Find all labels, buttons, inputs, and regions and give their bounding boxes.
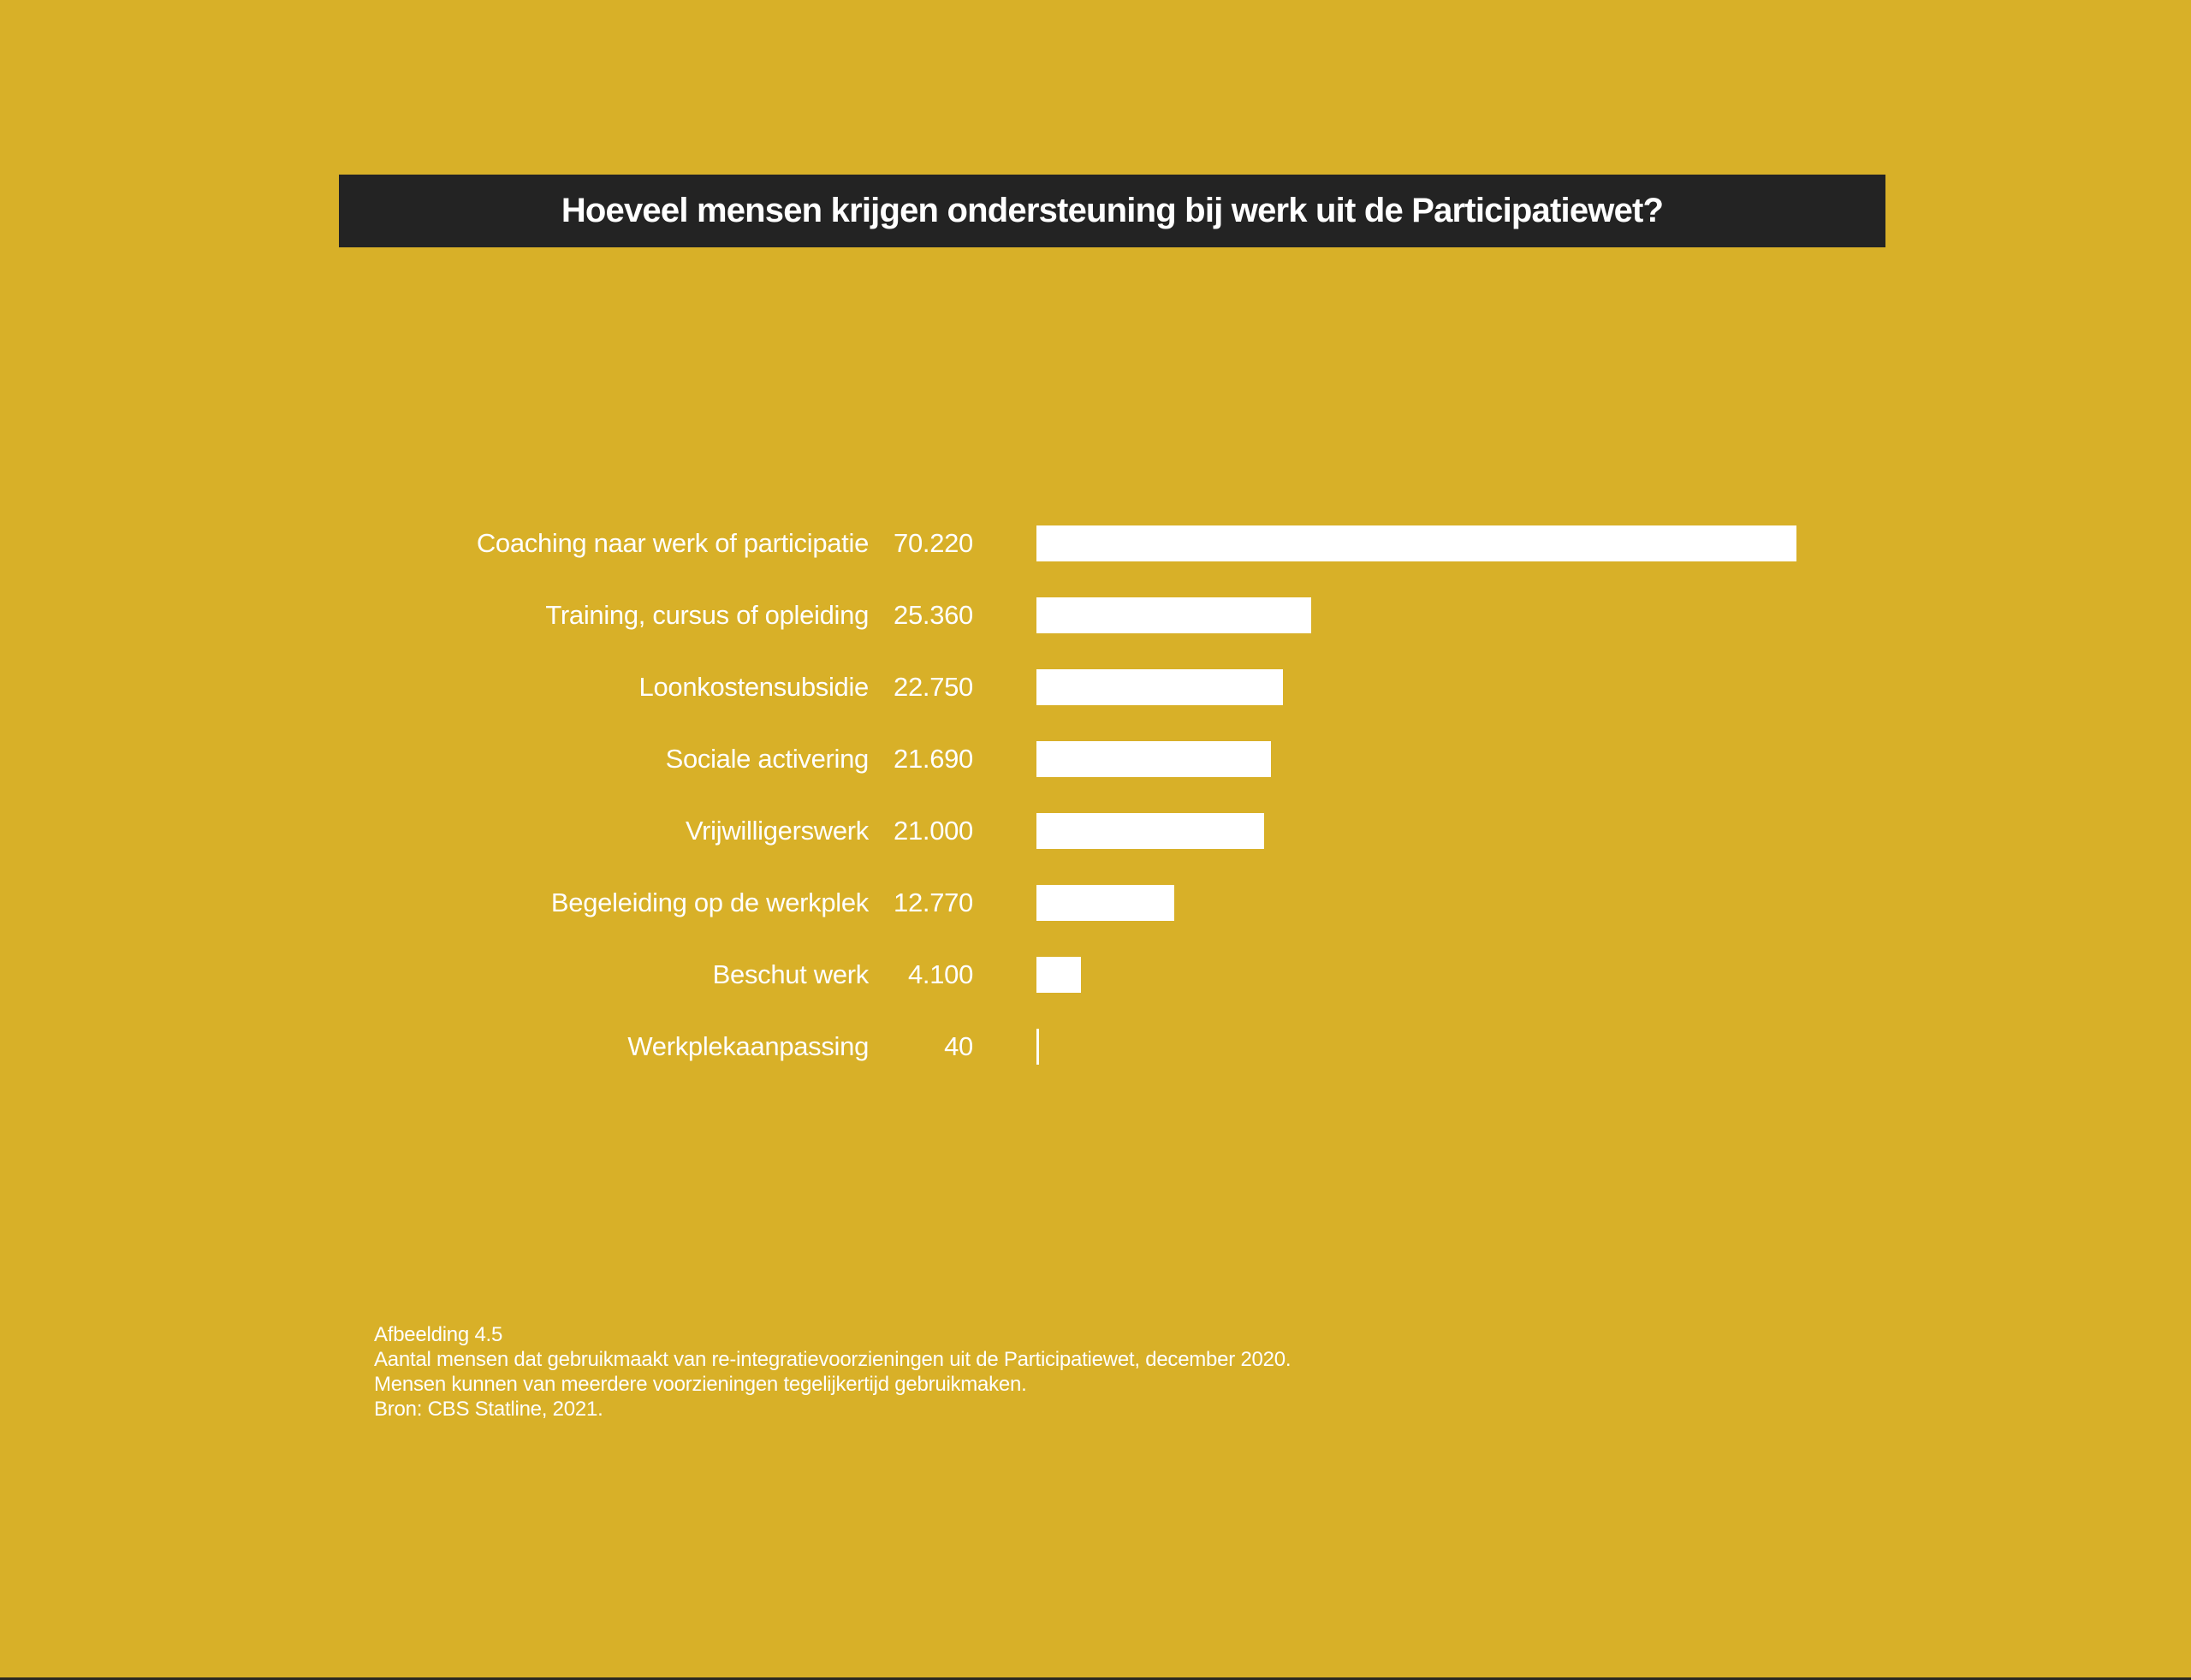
caption: Afbeelding 4.5 Aantal mensen dat gebruikm… <box>374 1322 1291 1422</box>
bar <box>1036 669 1283 705</box>
bar-label: Coaching naar werk of participatie <box>476 528 869 558</box>
caption-line: Aantal mensen dat gebruikmaakt van re-in… <box>374 1348 1291 1371</box>
page-bottom-edge <box>0 1677 2191 1680</box>
bar-row: Training, cursus of opleiding 25.360 <box>0 579 2191 651</box>
bar-value: 4.100 <box>907 959 973 989</box>
bar-row: Werkplekaanpassing 40 <box>0 1011 2191 1083</box>
bar <box>1036 957 1081 993</box>
bar-label: Begeleiding op de werkplek <box>550 887 869 917</box>
bar-value: 70.220 <box>894 528 973 558</box>
bar-label: Training, cursus of opleiding <box>545 600 869 630</box>
bar-label: Vrijwilligerswerk <box>685 816 869 846</box>
bar-row: Begeleiding op de werkplek 12.770 <box>0 867 2191 939</box>
caption-line: Mensen kunnen van meerdere voorzieningen… <box>374 1373 1027 1396</box>
bar-label: Werkplekaanpassing <box>627 1031 869 1061</box>
bar-value: 40 <box>944 1031 973 1061</box>
bar-row: Coaching naar werk of participatie 70.220 <box>0 508 2191 579</box>
bar-row: Sociale activering 21.690 <box>0 723 2191 795</box>
bar-value: 25.360 <box>894 600 973 630</box>
bar <box>1036 741 1272 777</box>
bar-value: 21.000 <box>894 816 973 846</box>
bar <box>1036 813 1264 849</box>
chart-title: Hoeveel mensen krijgen ondersteuning bij… <box>561 192 1664 229</box>
bar-chart: Coaching naar werk of participatie 70.220… <box>0 508 2191 1083</box>
bar-label: Loonkostensubsidie <box>638 672 870 702</box>
bar-value: 21.690 <box>894 744 973 774</box>
bar-row: Vrijwilligerswerk 21.000 <box>0 795 2191 867</box>
bar <box>1036 597 1311 633</box>
bar-row: Loonkostensubsidie 22.750 <box>0 651 2191 723</box>
title-bar: Hoeveel mensen krijgen ondersteuning bij… <box>339 175 1885 247</box>
bar <box>1036 1029 1039 1065</box>
bar <box>1036 525 1796 561</box>
caption-line: Bron: CBS Statline, 2021. <box>374 1398 603 1421</box>
caption-line: Afbeelding 4.5 <box>374 1323 503 1346</box>
bar-row: Beschut werk 4.100 <box>0 939 2191 1011</box>
bar-value: 22.750 <box>894 672 973 702</box>
bar-label: Beschut werk <box>712 959 870 989</box>
bar-value: 12.770 <box>894 887 973 917</box>
bar-label: Sociale activering <box>665 744 870 774</box>
bar <box>1036 885 1175 921</box>
